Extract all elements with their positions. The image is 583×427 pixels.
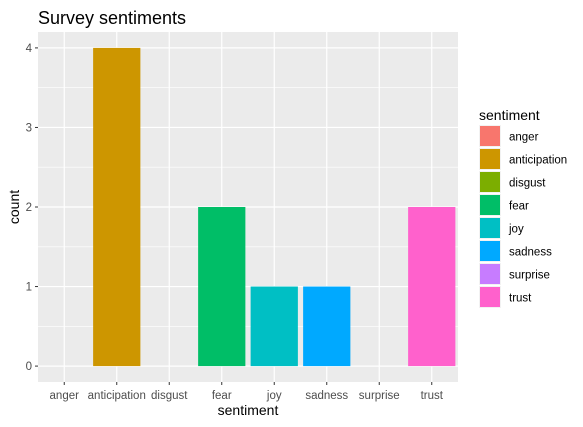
x-tick-label-surprise: surprise [359, 390, 400, 402]
legend-label-surprise: surprise [509, 270, 550, 282]
legend-swatch-sadness [480, 241, 500, 261]
legend-swatch-trust [480, 287, 500, 307]
x-axis-title: sentiment [218, 402, 279, 418]
plot-panel [38, 32, 458, 382]
y-axis: 0 1 2 3 4 [26, 43, 38, 373]
legend-label-fear: fear [509, 201, 529, 213]
legend-swatch-joy [480, 218, 500, 238]
bar-sadness [303, 286, 351, 367]
x-tick-label-disgust: disgust [151, 390, 188, 402]
legend-label-joy: joy [508, 224, 524, 236]
legend-label-anger: anger [509, 132, 539, 144]
y-tick-label: 1 [26, 282, 32, 294]
bar-anticipation [93, 47, 141, 367]
legend-swatch-anticipation [480, 149, 500, 169]
x-tick-label-sadness: sadness [305, 390, 348, 402]
bar-fear [198, 207, 246, 367]
y-axis-title: count [6, 190, 22, 224]
bar-joy [250, 286, 298, 367]
x-tick-label-trust: trust [421, 390, 444, 402]
x-tick-label-fear: fear [212, 390, 232, 402]
legend-swatch-anger [480, 126, 500, 146]
legend-swatch-disgust [480, 172, 500, 192]
y-tick-label: 0 [26, 361, 32, 373]
y-tick-label: 2 [26, 202, 32, 214]
legend-label-disgust: disgust [509, 178, 546, 190]
y-tick-label: 3 [26, 122, 32, 134]
bar-trust [408, 207, 456, 367]
legend-label-trust: trust [509, 293, 532, 305]
chart-title: Survey sentiments [38, 8, 186, 28]
x-tick-label-joy: joy [266, 390, 282, 402]
legend-swatch-fear [480, 195, 500, 215]
legend-swatch-surprise [480, 264, 500, 284]
x-tick-label-anger: anger [50, 390, 80, 402]
legend-label-anticipation: anticipation [509, 155, 567, 167]
x-axis: anger anticipation disgust fear joy sadness su… [50, 382, 444, 402]
y-tick-label: 4 [26, 43, 33, 55]
x-tick-label-anticipation: anticipation [88, 390, 146, 402]
legend-title: sentiment [479, 107, 540, 123]
legend: sentiment anger anticipation disgust fear jo… [479, 107, 567, 308]
legend-label-sadness: sadness [509, 247, 552, 259]
